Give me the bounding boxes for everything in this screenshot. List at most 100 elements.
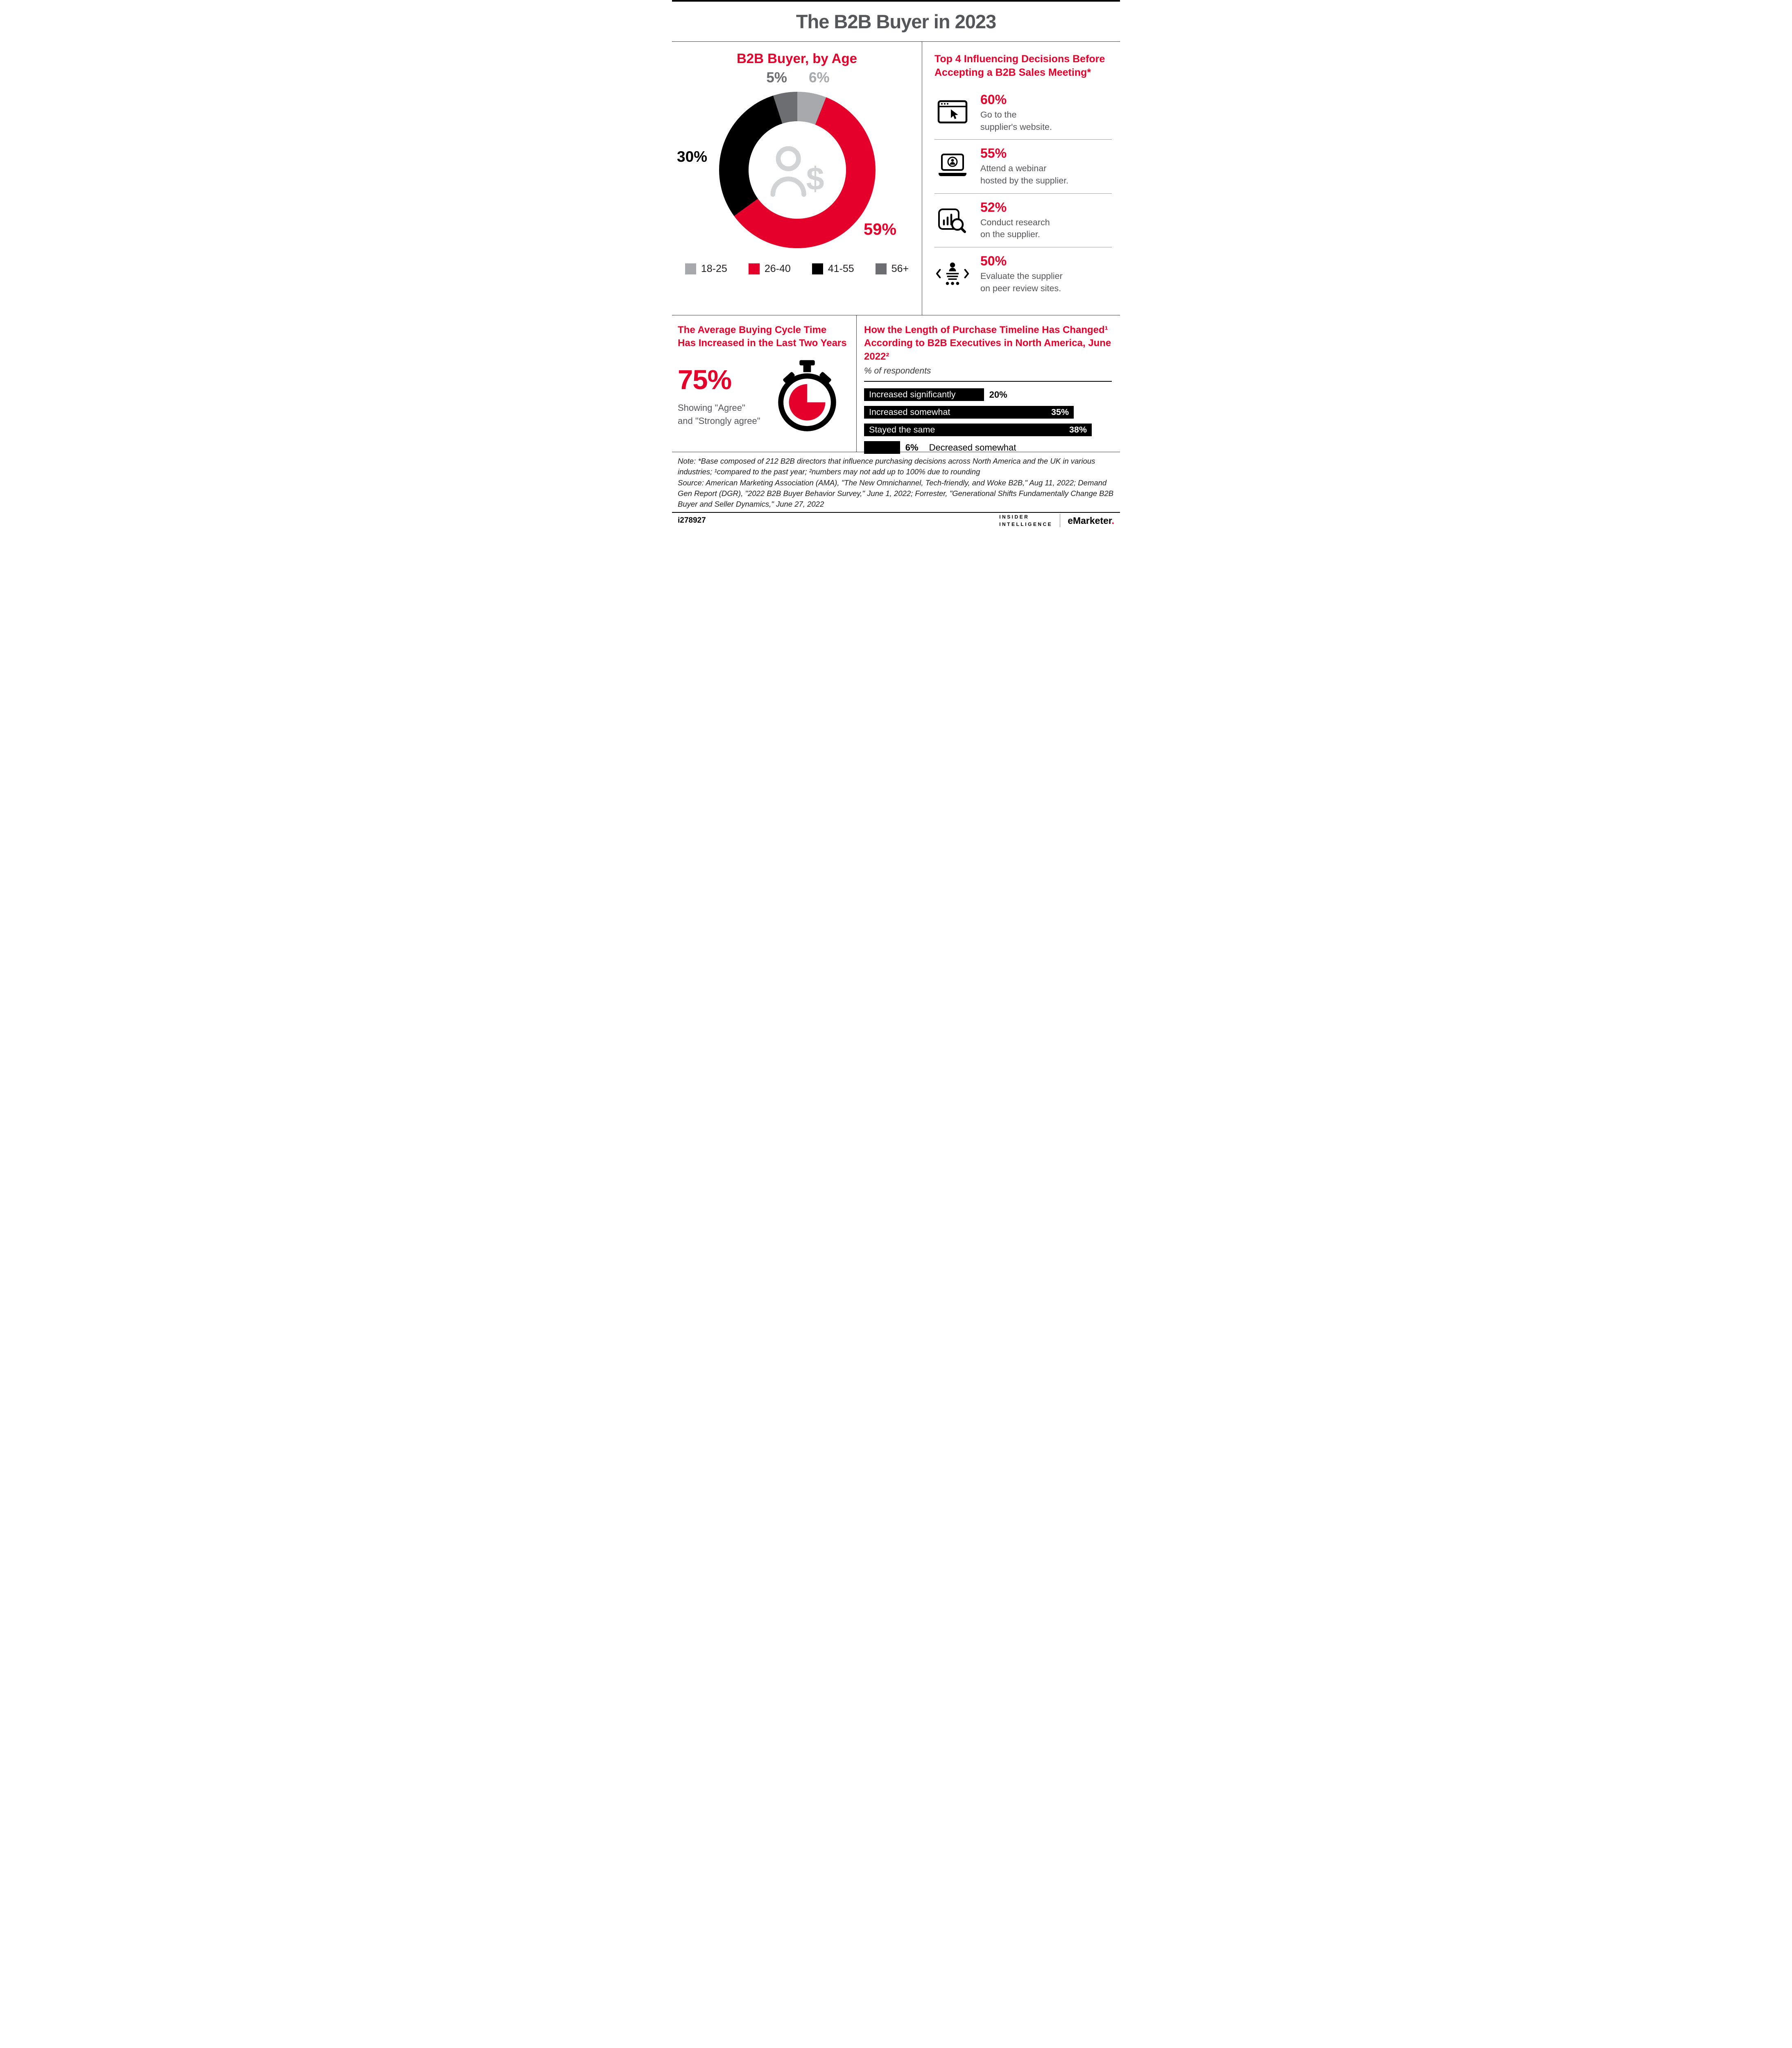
top4-desc-line1: Attend a webinar: [980, 163, 1047, 174]
top4-item-text: 60% Go to the supplier's website.: [980, 92, 1052, 133]
bar-decreased-somewhat: [864, 441, 900, 454]
brand-block: INSIDER INTELLIGENCE eMarketer.: [999, 513, 1114, 528]
bar-value: 38%: [1069, 425, 1087, 435]
donut-center: $: [749, 121, 846, 219]
legend-swatch-26-40: [748, 263, 760, 274]
buying-cycle-stat-block: 75% Showing "Agree" and "Strongly agree": [678, 364, 760, 428]
donut-label-56plus: 5%: [766, 70, 787, 86]
insider-logo-line1: INSIDER: [999, 514, 1029, 520]
chart-id: i278927: [678, 516, 706, 525]
timeline-subtitle: % of respondents: [864, 366, 931, 376]
source-text: Source: American Marketing Association (…: [678, 478, 1114, 509]
bar-stayed-the-same: Stayed the same 38%: [864, 424, 1092, 437]
top4-desc-line2: on peer review sites.: [980, 283, 1061, 293]
bar-label-outside: Decreased somewhat: [929, 442, 1016, 453]
buying-cycle-caption-line2: and "Strongly agree": [678, 416, 760, 426]
buying-cycle-caption-line1: Showing "Agree": [678, 403, 745, 413]
buying-cycle-percent: 75%: [678, 365, 732, 396]
top4-percent: 52%: [980, 199, 1007, 215]
buying-cycle-section: The Average Buying Cycle Time Has Increa…: [672, 315, 857, 452]
top4-item-webinar: 55% Attend a webinar hosted by the suppl…: [934, 140, 1112, 194]
age-donut-chart: $ 5% 6% 30% 59%: [672, 68, 922, 253]
infographic-page: The B2B Buyer in 2023 B2B Buyer, by Age …: [672, 0, 1120, 529]
timeline-bar-chart: Increased significantly 20% Increased so…: [864, 388, 1092, 454]
top4-list: 60% Go to the supplier's website.: [934, 86, 1112, 301]
legend-item-26-40: 26-40: [748, 263, 791, 275]
legend-swatch-41-55: [812, 263, 823, 274]
top4-item-text: 52% Conduct research on the supplier.: [980, 200, 1050, 241]
buying-cycle-title: The Average Buying Cycle Time Has Increa…: [678, 324, 856, 350]
top4-desc-line1: Conduct research: [980, 217, 1050, 227]
bar-increased-significantly: Increased significantly: [864, 388, 984, 401]
bar-value: 20%: [989, 389, 1007, 400]
research-magnifier-icon: [934, 207, 971, 233]
legend-swatch-18-25: [685, 263, 696, 274]
buying-cycle-body: 75% Showing "Agree" and "Strongly agree": [678, 360, 856, 432]
legend-item-18-25: 18-25: [685, 263, 727, 275]
buying-cycle-caption: Showing "Agree" and "Strongly agree": [678, 401, 760, 428]
top4-percent: 55%: [980, 146, 1007, 161]
bar-value: 35%: [1051, 407, 1069, 417]
age-chart-title: B2B Buyer, by Age: [736, 51, 858, 66]
donut-label-41-55: 30%: [677, 148, 708, 165]
browser-cursor-icon: [934, 100, 971, 126]
bar-row-decreased-somewhat: 6% Decreased somewhat: [864, 441, 1092, 454]
legend-item-56plus: 56+: [875, 263, 909, 275]
top4-title-line2: Accepting a B2B Sales Meeting*: [934, 67, 1091, 78]
top4-item-text: 55% Attend a webinar hosted by the suppl…: [980, 146, 1068, 187]
bar-row-stayed-the-same: Stayed the same 38%: [864, 424, 1092, 437]
svg-text:$: $: [806, 161, 824, 197]
top4-desc-line2: hosted by the supplier.: [980, 175, 1069, 186]
top4-desc-line1: Evaluate the supplier: [980, 271, 1063, 281]
top4-item-peer-review: 50% Evaluate the supplier on peer review…: [934, 247, 1112, 301]
legend-label-18-25: 18-25: [701, 263, 727, 274]
bottom-section: The Average Buying Cycle Time Has Increa…: [672, 315, 1120, 454]
peer-review-icon: [934, 261, 971, 287]
insider-logo-line2: INTELLIGENCE: [999, 521, 1053, 528]
legend-swatch-56plus: [875, 263, 887, 274]
top4-percent: 60%: [980, 92, 1007, 107]
timeline-title: How the Length of Purchase Timeline Has …: [864, 324, 1112, 363]
bar-row-increased-significantly: Increased significantly 20%: [864, 388, 1092, 401]
buyer-person-dollar-icon: $: [770, 146, 824, 197]
age-legend: 18-25 26-40 41-55 56+: [672, 263, 922, 275]
emarketer-logo: eMarketer.: [1068, 515, 1114, 526]
emarketer-dot: .: [1111, 515, 1114, 526]
footer-bar: i278927 INSIDER INTELLIGENCE eMarketer.: [672, 512, 1120, 528]
top4-desc-line1: Go to the: [980, 110, 1017, 120]
top4-title: Top 4 Influencing Decisions Before Accep…: [934, 52, 1112, 79]
legend-label-56plus: 56+: [891, 263, 909, 274]
note-text: Note: *Base composed of 212 B2B director…: [678, 457, 1095, 476]
timeline-title-line2: According to B2B Executives in North Ame…: [864, 338, 1111, 362]
bar-label: Increased significantly: [869, 390, 956, 400]
timeline-divider: [864, 381, 1112, 382]
webinar-laptop-icon: [934, 153, 971, 179]
top4-desc-line2: supplier's website.: [980, 122, 1052, 132]
bar-row-increased-somewhat: Increased somewhat 35%: [864, 406, 1092, 419]
top4-title-line1: Top 4 Influencing Decisions Before: [934, 53, 1105, 65]
top4-item-website: 60% Go to the supplier's website.: [934, 86, 1112, 140]
footnotes: Note: *Base composed of 212 B2B director…: [672, 452, 1120, 512]
page-title: The B2B Buyer in 2023: [796, 11, 996, 32]
buying-cycle-title-line1: The Average Buying Cycle Time: [678, 324, 827, 335]
age-donut-ring: $: [719, 92, 876, 248]
buying-cycle-title-line2: Has Increased in the Last Two Years: [678, 338, 847, 349]
legend-label-41-55: 41-55: [828, 263, 854, 274]
bar-value: 6%: [905, 442, 919, 453]
insider-intelligence-logo: INSIDER INTELLIGENCE: [999, 513, 1052, 528]
bar-label: Stayed the same: [869, 425, 935, 435]
bar-label: Increased somewhat: [869, 407, 950, 417]
top4-desc-line2: on the supplier.: [980, 229, 1040, 240]
emarketer-wordmark: eMarketer: [1068, 515, 1112, 526]
timeline-title-line1: How the Length of Purchase Timeline Has …: [864, 324, 1108, 335]
top4-item-research: 52% Conduct research on the supplier.: [934, 194, 1112, 247]
legend-label-26-40: 26-40: [764, 263, 791, 274]
top4-section: Top 4 Influencing Decisions Before Accep…: [922, 42, 1120, 315]
top4-percent: 50%: [980, 253, 1007, 268]
donut-label-18-25: 6%: [809, 70, 830, 86]
donut-label-26-40: 59%: [864, 220, 897, 238]
page-header: The B2B Buyer in 2023: [672, 2, 1120, 42]
top-section: B2B Buyer, by Age $ 5% 6% 30% 59%: [672, 42, 1120, 315]
legend-item-41-55: 41-55: [812, 263, 854, 275]
bar-increased-somewhat: Increased somewhat 35%: [864, 406, 1074, 419]
